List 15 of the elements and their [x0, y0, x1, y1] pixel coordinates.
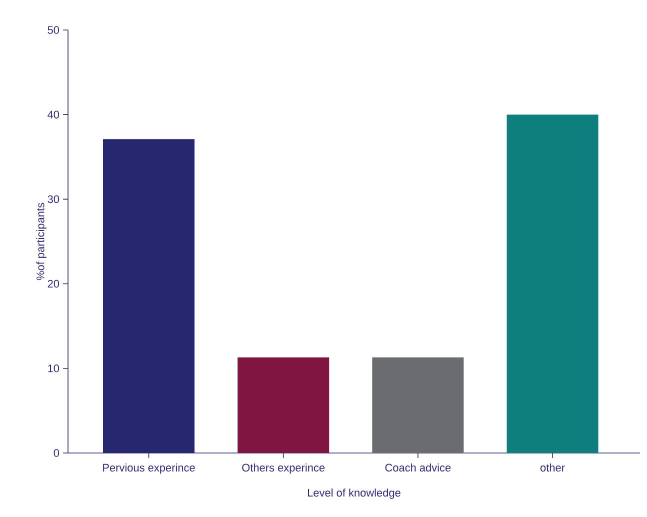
y-tick-label: 10 — [48, 364, 60, 372]
y-tick-label: 0 — [54, 449, 60, 457]
y-tick-label: 50 — [48, 26, 60, 34]
x-tick-label: Coach advice — [385, 464, 451, 472]
y-tick-label: 30 — [48, 195, 60, 204]
bar — [372, 357, 464, 453]
bar — [238, 357, 330, 453]
y-tick-label: 20 — [48, 280, 60, 288]
y-tick-label: 40 — [48, 110, 60, 118]
bar — [506, 114, 598, 453]
y-axis-title: %of participants — [36, 202, 46, 280]
x-axis-title: Level of knowledge — [308, 488, 400, 499]
x-tick-label: other — [540, 464, 565, 472]
x-tick-label: Others experince — [242, 464, 325, 474]
x-tick-label: Pervious experince — [103, 464, 195, 474]
